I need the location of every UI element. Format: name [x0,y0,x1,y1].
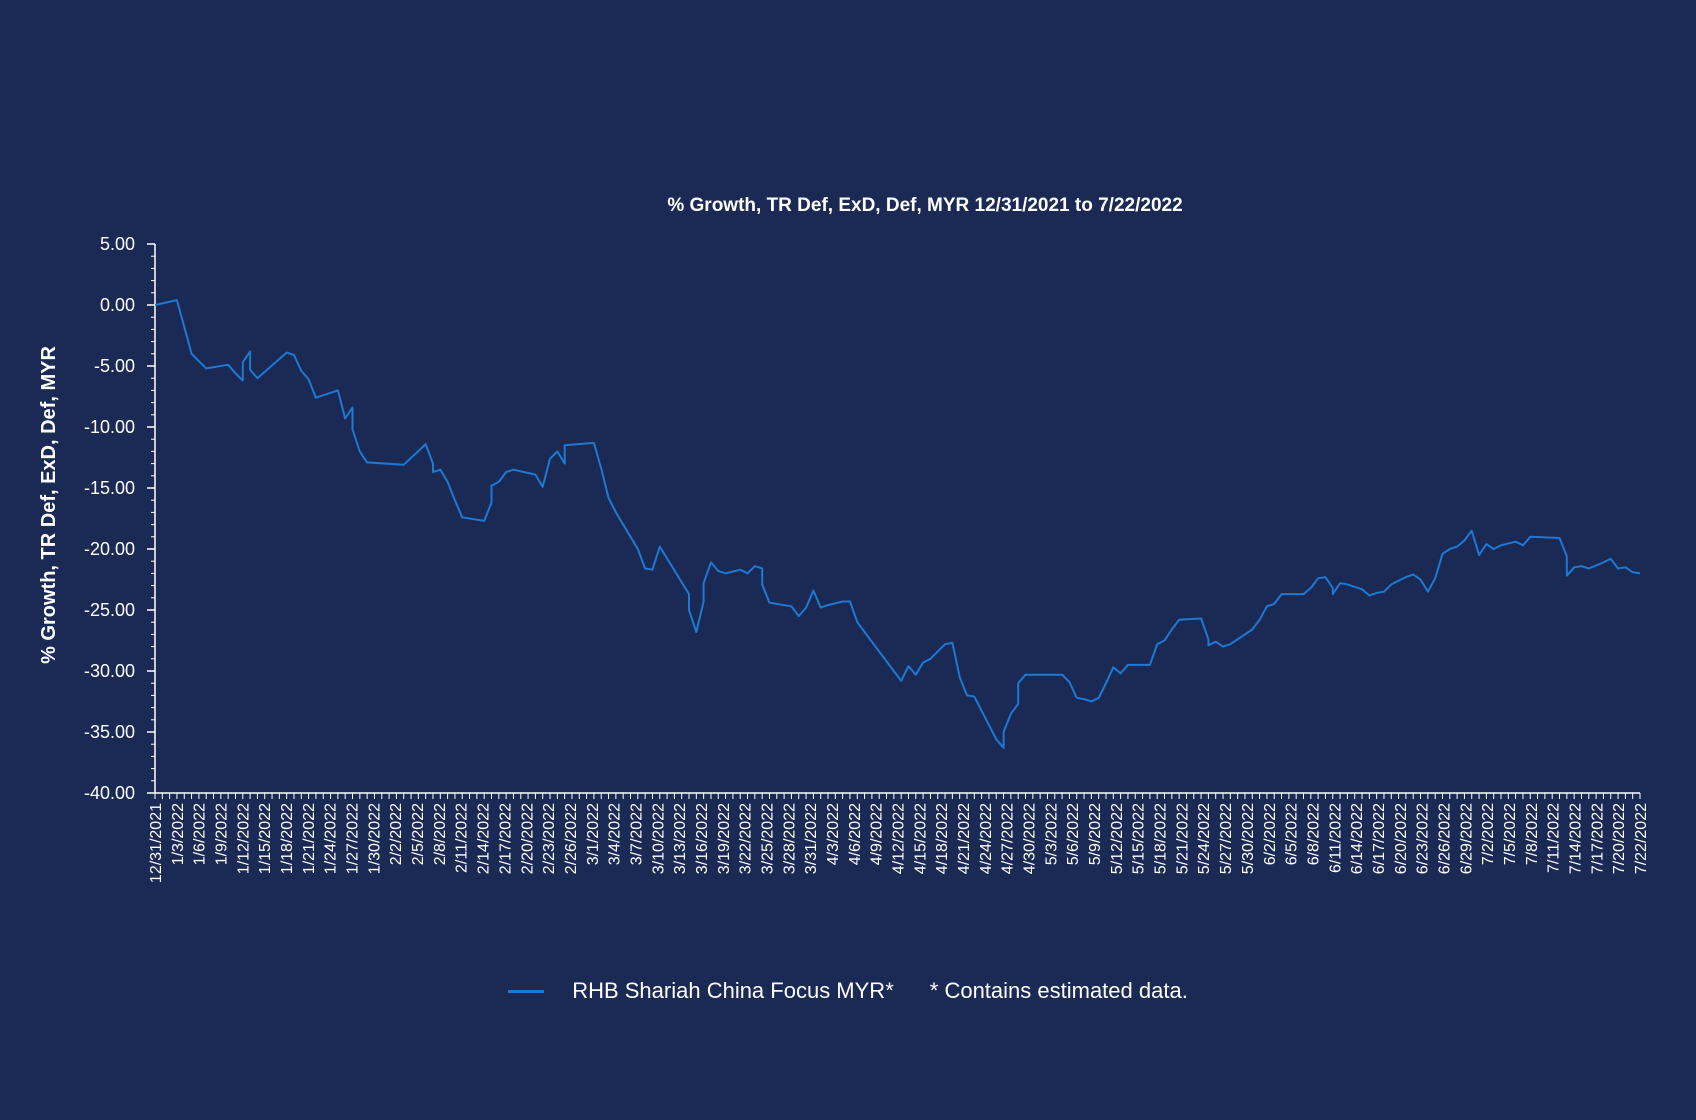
x-tick-label: 2/23/2022 [541,803,558,874]
series-line [154,299,1641,749]
x-tick-label: 1/27/2022 [345,803,362,874]
x-tick-label: 5/27/2022 [1218,803,1235,874]
x-tick-label: 4/27/2022 [1000,803,1017,874]
x-tick-label: 6/26/2022 [1436,803,1453,874]
x-tick-label: 3/13/2022 [672,803,689,874]
legend: RHB Shariah China Focus MYR* * Contains … [0,978,1696,1004]
x-tick-label: 4/21/2022 [956,803,973,874]
x-tick-label: 5/21/2022 [1174,803,1191,874]
x-tick-label: 4/12/2022 [891,803,908,874]
y-tick-label: -40.00 [84,783,135,803]
x-tick-label: 1/30/2022 [366,803,383,874]
x-tick-label: 5/15/2022 [1131,803,1148,874]
x-tick-label: 1/12/2022 [235,803,252,874]
y-tick-label: -30.00 [84,661,135,681]
x-tick-label: 3/22/2022 [738,803,755,874]
x-tick-label: 4/15/2022 [912,803,929,874]
x-tick-label: 12/31/2021 [148,803,165,883]
x-tick-label: 6/20/2022 [1393,803,1410,874]
y-tick-label: 5.00 [100,234,135,254]
x-tick-label: 2/8/2022 [432,803,449,865]
y-tick-label: -10.00 [84,417,135,437]
x-tick-label: 4/6/2022 [847,803,864,865]
x-tick-label: 6/29/2022 [1458,803,1475,874]
legend-note: * Contains estimated data. [929,978,1188,1003]
x-tick-label: 2/20/2022 [519,803,536,874]
x-axis: 12/31/2021 1/3/2022 1/6/2022 1/9/2022 1/12/2… [148,792,1650,883]
x-tick-label: 7/17/2022 [1589,803,1606,874]
x-tick-label: 1/21/2022 [301,803,318,874]
x-tick-label: 5/9/2022 [1087,803,1104,865]
x-tick-label: 7/2/2022 [1480,803,1497,865]
x-tick-label: 5/6/2022 [1065,803,1082,865]
x-tick-label: 4/24/2022 [978,803,995,874]
x-tick-label: 5/18/2022 [1153,803,1170,874]
x-tick-label: 5/12/2022 [1109,803,1126,874]
x-tick-label: 7/11/2022 [1546,803,1563,873]
x-tick-label: 3/25/2022 [759,803,776,874]
x-tick-label: 3/1/2022 [585,803,602,865]
x-tick-label: 1/15/2022 [257,803,274,874]
y-tick-label: -20.00 [84,539,135,559]
x-tick-label: 3/10/2022 [650,803,667,874]
y-axis: 5.00 0.00 -5.00 -10.00 -15.00 -20.00 -25.00 -30… [84,234,156,803]
x-tick-label: 1/9/2022 [214,803,231,865]
x-tick-label: 4/3/2022 [825,803,842,865]
x-tick-label: 1/18/2022 [279,803,296,874]
y-tick-label: -35.00 [84,722,135,742]
x-tick-label: 1/24/2022 [323,803,340,874]
x-tick-label: 4/9/2022 [869,803,886,865]
y-axis-label: % Growth, TR Def, ExD, Def, MYR [38,346,60,664]
x-tick-label: 3/31/2022 [803,803,820,874]
x-tick-label: 3/19/2022 [716,803,733,874]
legend-swatch [508,989,545,993]
x-tick-label: 6/17/2022 [1371,803,1388,874]
x-tick-label: 6/14/2022 [1349,803,1366,874]
x-tick-label: 5/3/2022 [1043,803,1060,865]
y-tick-label: 0.00 [100,295,135,315]
x-tick-label: 7/22/2022 [1633,803,1650,874]
chart-title: % Growth, TR Def, ExD, Def, MYR 12/31/20… [667,195,1182,216]
x-tick-label: 3/16/2022 [694,803,711,874]
x-tick-label: 7/8/2022 [1524,803,1541,865]
x-tick-label: 2/14/2022 [476,803,493,874]
x-tick-label: 7/14/2022 [1567,803,1584,874]
x-tick-label: 2/26/2022 [563,803,580,874]
plot-area [154,299,1641,749]
x-tick-label: 7/5/2022 [1502,803,1519,865]
y-tick-label: -5.00 [94,356,135,376]
x-tick-label: 6/5/2022 [1284,803,1301,865]
x-tick-label: 4/30/2022 [1022,803,1039,874]
x-tick-label: 5/30/2022 [1240,803,1257,874]
y-tick-label: -15.00 [84,478,135,498]
x-tick-label: 3/7/2022 [628,803,645,865]
legend-series-label: RHB Shariah China Focus MYR* [572,978,894,1003]
x-tick-label: 4/18/2022 [934,803,951,874]
x-tick-label: 5/24/2022 [1196,803,1213,874]
y-tick-label: -25.00 [84,600,135,620]
x-tick-label: 6/8/2022 [1305,803,1322,865]
x-tick-label: 2/17/2022 [497,803,514,874]
x-tick-label: 6/23/2022 [1415,803,1432,874]
x-tick-label: 2/5/2022 [410,803,427,865]
x-tick-label: 1/6/2022 [192,803,209,865]
x-tick-label: 6/11/2022 [1327,803,1344,873]
x-tick-label: 2/11/2022 [454,803,471,873]
x-tick-label: 7/20/2022 [1611,803,1628,874]
x-tick-label: 6/2/2022 [1262,803,1279,865]
x-tick-label: 3/28/2022 [781,803,798,874]
x-tick-label: 1/3/2022 [170,803,187,865]
x-tick-label: 3/4/2022 [607,803,624,865]
x-tick-label: 2/2/2022 [388,803,405,865]
